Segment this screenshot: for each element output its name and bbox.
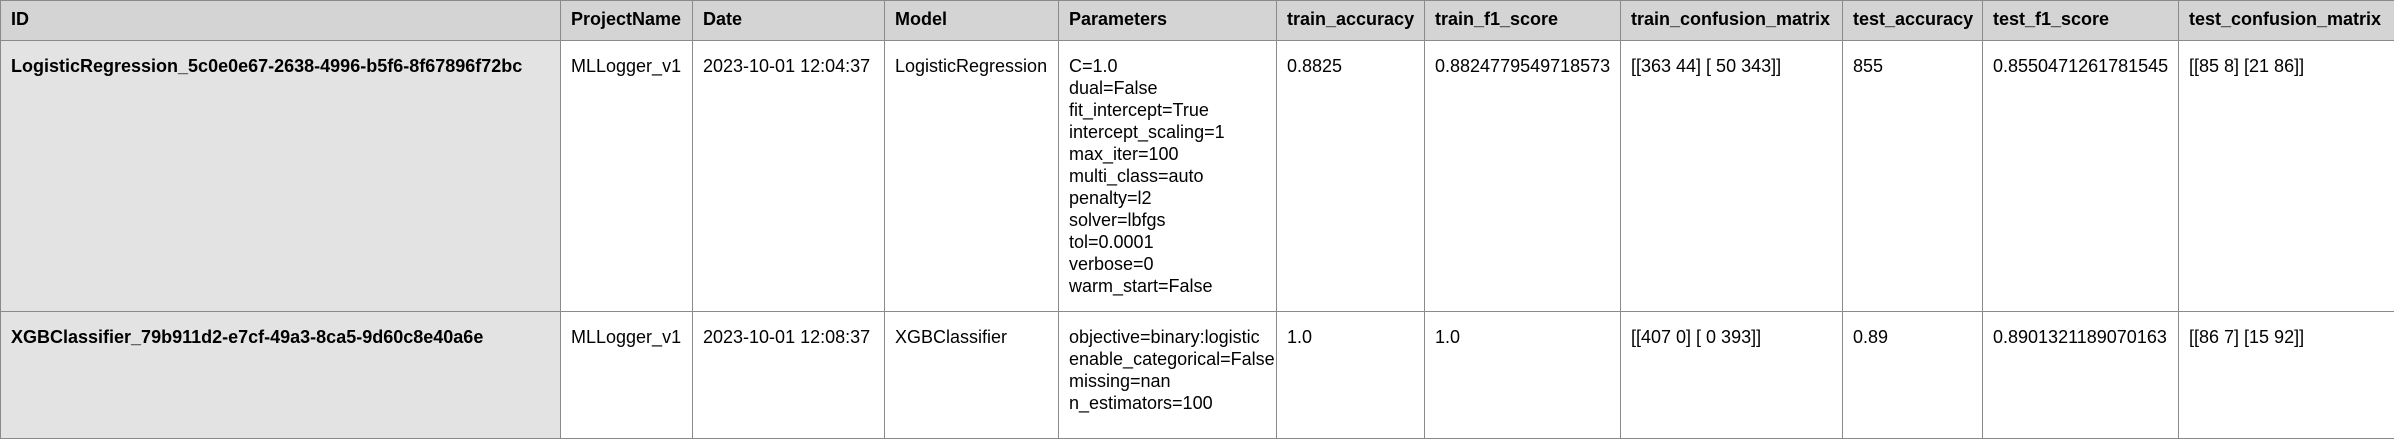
parameter-line: tol=0.0001 xyxy=(1069,231,1276,253)
parameter-line: n_estimators=100 xyxy=(1069,392,1276,414)
column-header-test-accuracy[interactable]: test_accuracy xyxy=(1843,1,1983,41)
cell-train-f1-score[interactable]: 1.0 xyxy=(1425,312,1621,439)
cell-train-confusion-matrix[interactable]: [[363 44] [ 50 343]] xyxy=(1621,41,1843,312)
column-header-id[interactable]: ID xyxy=(1,1,561,41)
cell-train-f1-score[interactable]: 0.8824779549718573 xyxy=(1425,41,1621,312)
parameter-line: solver=lbfgs xyxy=(1069,209,1276,231)
column-header-test-confusion-matrix[interactable]: test_confusion_matrix xyxy=(2179,1,2394,41)
parameter-line: C=1.0 xyxy=(1069,55,1276,77)
cell-project-name[interactable]: MLLogger_v1 xyxy=(561,41,693,312)
parameter-line: verbose=0 xyxy=(1069,253,1276,275)
cell-train-accuracy[interactable]: 1.0 xyxy=(1277,312,1425,439)
cell-train-accuracy[interactable]: 0.8825 xyxy=(1277,41,1425,312)
column-header-train-accuracy[interactable]: train_accuracy xyxy=(1277,1,1425,41)
cell-id[interactable]: XGBClassifier_79b911d2-e7cf-49a3-8ca5-9d… xyxy=(1,312,561,439)
column-header-date[interactable]: Date xyxy=(693,1,885,41)
column-header-train-f1-score[interactable]: train_f1_score xyxy=(1425,1,1621,41)
parameter-line: fit_intercept=True xyxy=(1069,99,1276,121)
table-row: LogisticRegression_5c0e0e67-2638-4996-b5… xyxy=(1,41,2394,312)
parameter-line: enable_categorical=False xyxy=(1069,348,1276,370)
parameter-line: intercept_scaling=1 xyxy=(1069,121,1276,143)
parameter-line: objective=binary:logistic xyxy=(1069,326,1276,348)
parameter-line: warm_start=False xyxy=(1069,275,1276,297)
cell-date[interactable]: 2023-10-01 12:08:37 xyxy=(693,312,885,439)
parameter-line: missing=nan xyxy=(1069,370,1276,392)
cell-model[interactable]: LogisticRegression xyxy=(885,41,1059,312)
parameter-line: max_iter=100 xyxy=(1069,143,1276,165)
cell-parameters[interactable]: C=1.0 dual=False fit_intercept=True inte… xyxy=(1059,41,1277,312)
cell-test-accuracy[interactable]: 0.89 xyxy=(1843,312,1983,439)
column-header-train-confusion-matrix[interactable]: train_confusion_matrix xyxy=(1621,1,1843,41)
cell-test-confusion-matrix[interactable]: [[86 7] [15 92]] xyxy=(2179,312,2394,439)
parameter-line: penalty=l2 xyxy=(1069,187,1276,209)
cell-id[interactable]: LogisticRegression_5c0e0e67-2638-4996-b5… xyxy=(1,41,561,312)
column-header-test-f1-score[interactable]: test_f1_score xyxy=(1983,1,2179,41)
cell-train-confusion-matrix[interactable]: [[407 0] [ 0 393]] xyxy=(1621,312,1843,439)
cell-date[interactable]: 2023-10-01 12:04:37 xyxy=(693,41,885,312)
cell-test-f1-score[interactable]: 0.8901321189070163 xyxy=(1983,312,2179,439)
header-row: ID ProjectName Date Model Parameters tra… xyxy=(1,1,2394,41)
cell-test-confusion-matrix[interactable]: [[85 8] [21 86]] xyxy=(2179,41,2394,312)
column-header-parameters[interactable]: Parameters xyxy=(1059,1,1277,41)
table-row: XGBClassifier_79b911d2-e7cf-49a3-8ca5-9d… xyxy=(1,312,2394,439)
cell-parameters[interactable]: objective=binary:logistic enable_categor… xyxy=(1059,312,1277,439)
cell-test-accuracy[interactable]: 855 xyxy=(1843,41,1983,312)
column-header-project-name[interactable]: ProjectName xyxy=(561,1,693,41)
cell-project-name[interactable]: MLLogger_v1 xyxy=(561,312,693,439)
parameter-line: multi_class=auto xyxy=(1069,165,1276,187)
cell-test-f1-score[interactable]: 0.8550471261781545 xyxy=(1983,41,2179,312)
parameter-line: dual=False xyxy=(1069,77,1276,99)
cell-model[interactable]: XGBClassifier xyxy=(885,312,1059,439)
column-header-model[interactable]: Model xyxy=(885,1,1059,41)
